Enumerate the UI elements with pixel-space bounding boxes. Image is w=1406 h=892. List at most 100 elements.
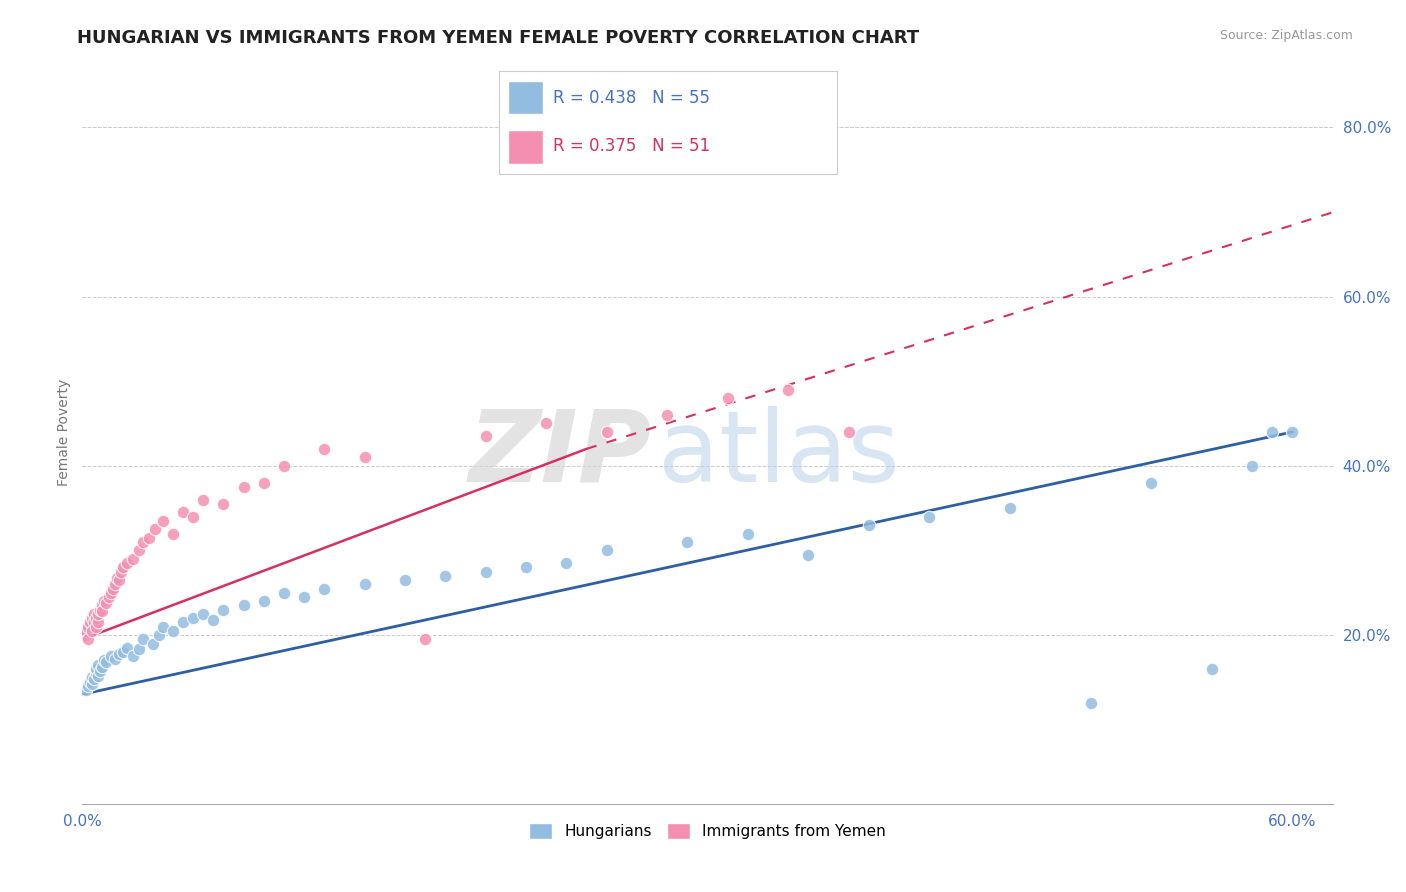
Point xyxy=(142,636,165,650)
Point xyxy=(75,624,97,638)
Point xyxy=(105,570,128,584)
Point xyxy=(353,450,375,465)
Point xyxy=(107,647,129,661)
Text: R = 0.438   N = 55: R = 0.438 N = 55 xyxy=(553,88,710,106)
Point xyxy=(1261,425,1284,439)
Point xyxy=(657,408,679,422)
Point xyxy=(152,514,174,528)
Text: R = 0.375   N = 51: R = 0.375 N = 51 xyxy=(553,136,710,154)
Point xyxy=(202,613,225,627)
Point xyxy=(838,425,860,439)
Point xyxy=(181,509,204,524)
Point xyxy=(737,526,759,541)
Point xyxy=(86,662,108,676)
Point xyxy=(474,429,496,443)
Point xyxy=(86,666,108,681)
Point xyxy=(87,607,110,621)
Point xyxy=(676,535,699,549)
Point xyxy=(96,655,118,669)
Point xyxy=(103,577,125,591)
Point xyxy=(77,619,100,633)
Point xyxy=(93,653,115,667)
Point xyxy=(534,417,557,431)
Point xyxy=(86,619,108,633)
Text: ZIP: ZIP xyxy=(468,406,651,503)
Point xyxy=(193,492,215,507)
Point xyxy=(100,649,122,664)
Point xyxy=(253,475,276,490)
Point xyxy=(87,668,110,682)
Point xyxy=(79,674,101,689)
Point xyxy=(314,442,336,456)
Point xyxy=(138,531,160,545)
Point xyxy=(555,556,578,570)
Point xyxy=(212,497,235,511)
Point xyxy=(91,604,114,618)
Point xyxy=(1281,425,1303,439)
Point xyxy=(82,670,104,684)
Point xyxy=(717,391,740,405)
Point xyxy=(79,615,101,630)
Point xyxy=(77,632,100,647)
Point xyxy=(87,615,110,630)
Point xyxy=(96,596,118,610)
Point xyxy=(121,552,143,566)
Y-axis label: Female Poverty: Female Poverty xyxy=(58,378,72,485)
Point xyxy=(82,624,104,638)
Point xyxy=(110,565,132,579)
Point xyxy=(434,569,457,583)
Point xyxy=(115,640,138,655)
Point xyxy=(858,518,880,533)
Point xyxy=(111,560,134,574)
Point xyxy=(595,425,617,439)
Point xyxy=(474,565,496,579)
Point xyxy=(91,660,114,674)
Point xyxy=(121,649,143,664)
Text: atlas: atlas xyxy=(658,406,900,503)
Point xyxy=(82,677,104,691)
Point xyxy=(172,505,194,519)
Point xyxy=(83,607,105,621)
Point xyxy=(273,586,295,600)
Legend: Hungarians, Immigrants from Yemen: Hungarians, Immigrants from Yemen xyxy=(523,817,891,845)
Point xyxy=(314,582,336,596)
Point xyxy=(515,560,537,574)
Point xyxy=(253,594,276,608)
Point xyxy=(1241,458,1264,473)
Point xyxy=(148,628,170,642)
Point xyxy=(101,582,124,596)
Point xyxy=(103,652,125,666)
Point xyxy=(128,543,150,558)
Point xyxy=(100,586,122,600)
Point xyxy=(128,642,150,657)
Point xyxy=(75,683,97,698)
Point xyxy=(193,607,215,621)
Point xyxy=(1140,475,1163,490)
Point xyxy=(83,615,105,630)
Bar xyxy=(509,131,543,163)
Point xyxy=(273,458,295,473)
Point xyxy=(172,615,194,630)
Point xyxy=(107,573,129,587)
Point xyxy=(292,590,315,604)
Point xyxy=(413,632,436,647)
Point xyxy=(1080,696,1102,710)
Point xyxy=(232,599,254,613)
Point xyxy=(394,573,416,587)
Point xyxy=(132,535,155,549)
Point xyxy=(111,645,134,659)
Text: Source: ZipAtlas.com: Source: ZipAtlas.com xyxy=(1219,29,1353,42)
Point xyxy=(353,577,375,591)
Point xyxy=(152,619,174,633)
Text: HUNGARIAN VS IMMIGRANTS FROM YEMEN FEMALE POVERTY CORRELATION CHART: HUNGARIAN VS IMMIGRANTS FROM YEMEN FEMAL… xyxy=(77,29,920,46)
Point xyxy=(97,590,120,604)
Point xyxy=(918,509,941,524)
Point xyxy=(797,548,820,562)
Point xyxy=(73,628,96,642)
Point xyxy=(595,543,617,558)
Point xyxy=(89,602,111,616)
Point xyxy=(91,599,114,613)
Point xyxy=(82,611,104,625)
Point xyxy=(132,632,155,647)
Point xyxy=(115,556,138,570)
